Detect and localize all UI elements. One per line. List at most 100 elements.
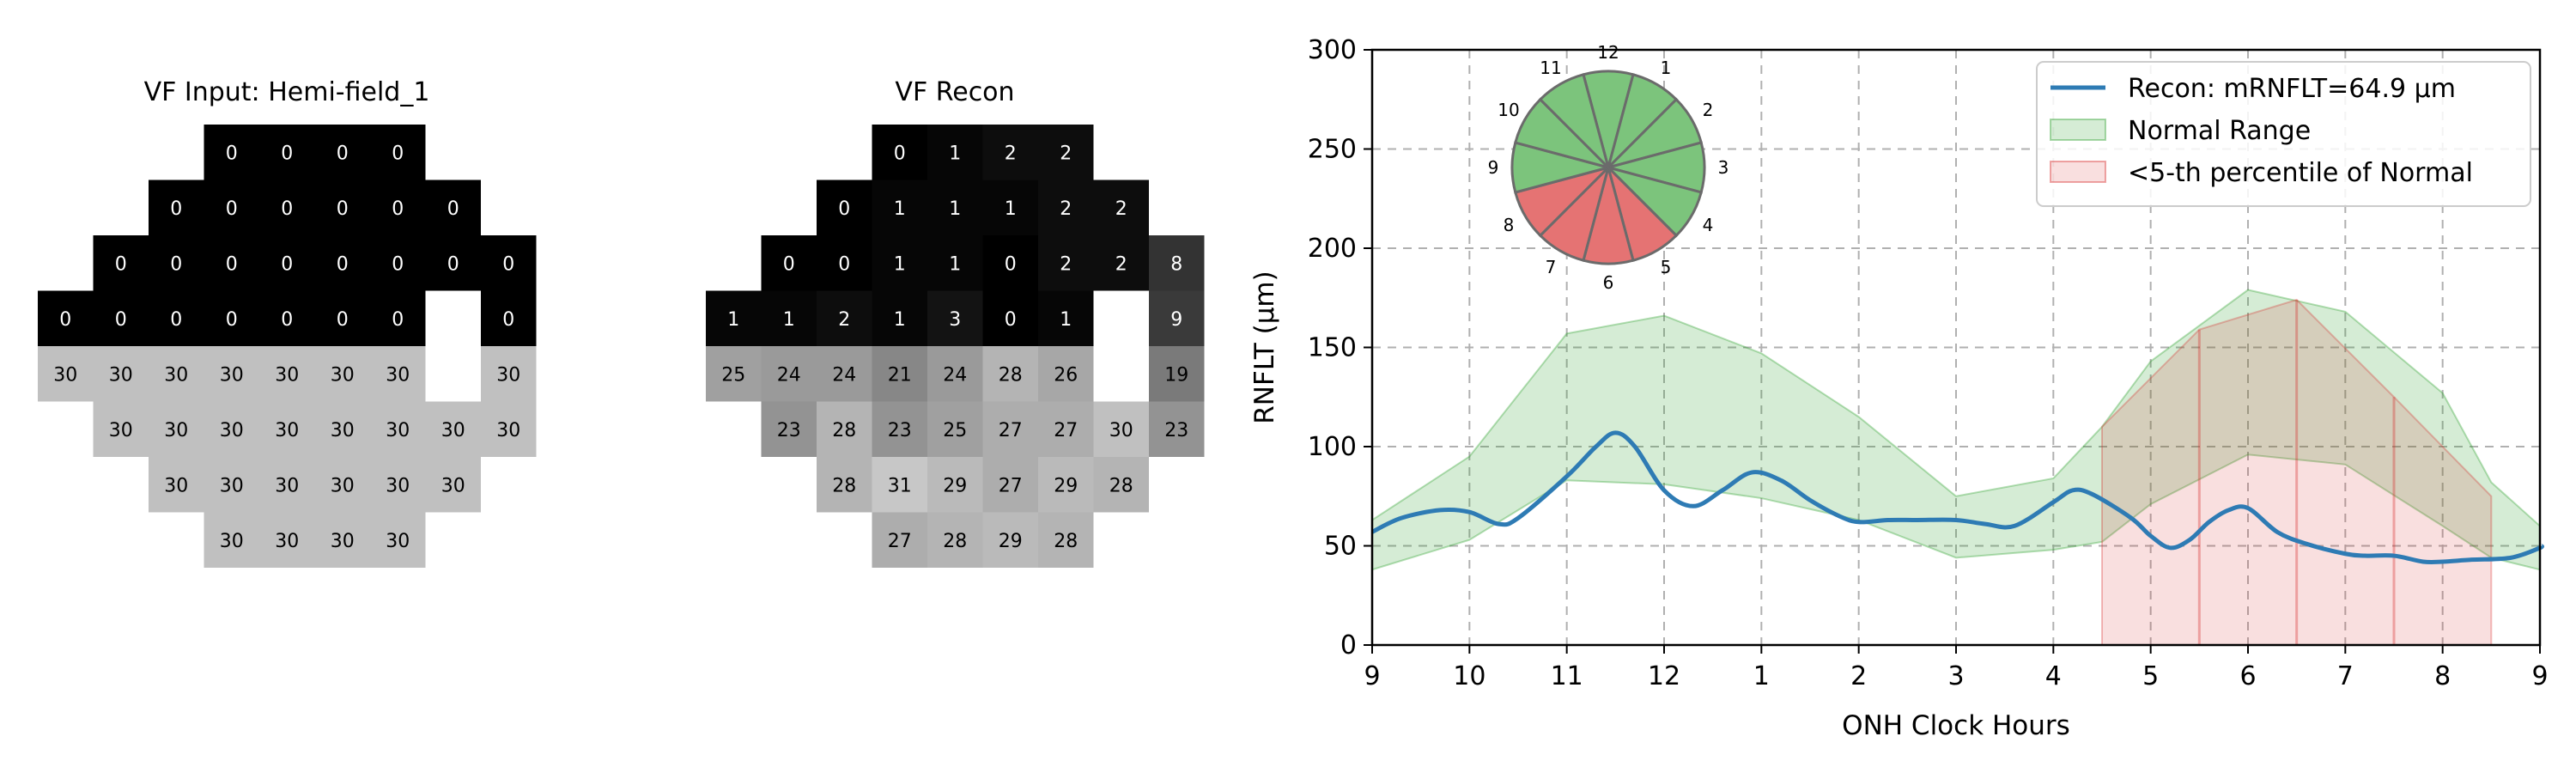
- vf-cell-value: 30: [275, 364, 299, 386]
- vf-cell: [259, 125, 315, 180]
- legend: Recon: mRNFLT=64.9 μm Normal Range <5-th p…: [2036, 61, 2531, 207]
- legend-swatch: [2050, 119, 2106, 141]
- vf-cell-value: 1: [1005, 198, 1017, 220]
- vf-cell-value: 30: [386, 420, 410, 441]
- vf-cell-value: 0: [226, 143, 238, 164]
- vf-cell-value: 28: [832, 475, 856, 496]
- vf-cell: [481, 401, 537, 457]
- vf-cell: [370, 346, 426, 402]
- y-tick-label: 0: [1340, 630, 1357, 660]
- vf-cell-value: 28: [832, 420, 856, 441]
- clock-sector: [1513, 97, 1613, 170]
- clock-sector: [1513, 165, 1613, 238]
- vf-input-grid: 0 0 0 0 0 0 0 0 0 0 0 0 0 0 0 0 0 0 0 0 0 0 0 0 0 0 30 30 30 30 30 30 30…: [38, 125, 537, 568]
- vf-cell-value: 2: [1005, 143, 1017, 164]
- clock-label: 1: [1661, 58, 1672, 78]
- x-tick-label: 8: [2434, 661, 2451, 691]
- vf-cell: [872, 180, 927, 235]
- vf-cell-value: 0: [170, 198, 182, 220]
- vf-cell: [259, 512, 315, 568]
- y-tick-label: 100: [1308, 432, 1357, 462]
- vf-cell-value: 27: [888, 531, 912, 552]
- vf-cell-value: 1: [727, 309, 739, 331]
- vf-cell-value: 0: [226, 309, 238, 331]
- vf-cell: [982, 235, 1038, 291]
- vf-cell: [1149, 401, 1205, 457]
- clock-sector: [1582, 162, 1635, 265]
- vf-cell-value: 1: [783, 309, 795, 331]
- vf-cell-value: 0: [115, 253, 127, 275]
- vf-cell: [817, 346, 872, 402]
- vf-cell-value: 30: [331, 420, 355, 441]
- y-tick-label: 250: [1308, 135, 1357, 165]
- vf-cell-value: 1: [1060, 309, 1072, 331]
- legend-box: [2036, 61, 2531, 207]
- clock-label: 11: [1540, 58, 1561, 78]
- vf-cell: [872, 290, 927, 346]
- vf-cell: [706, 290, 762, 346]
- vf-cell-value: 30: [275, 475, 299, 496]
- vf-cell: [1038, 512, 1094, 568]
- vf-cell-value: 0: [783, 253, 795, 275]
- vf-cell: [982, 512, 1038, 568]
- vf-cell: [927, 180, 983, 235]
- vf-cell-value: 30: [220, 420, 244, 441]
- vf-cell: [314, 235, 370, 291]
- x-tick-label: 7: [2337, 661, 2354, 691]
- vf-cell-value: 27: [999, 420, 1023, 441]
- vf-cell: [761, 290, 817, 346]
- x-tick-label: 4: [2045, 661, 2062, 691]
- vf-cell-value: 0: [337, 143, 349, 164]
- legend-label: <5-th percentile of Normal: [2128, 158, 2473, 188]
- normal-range-band: [1371, 289, 2541, 571]
- clock-label: 5: [1661, 257, 1672, 277]
- vf-cell-value: 1: [949, 253, 961, 275]
- y-tick-label: 300: [1308, 35, 1357, 65]
- vf-cell: [1038, 125, 1094, 180]
- vf-cell: [259, 235, 315, 291]
- vf-cell-value: 0: [170, 253, 182, 275]
- vf-cell: [259, 457, 315, 513]
- vf-cell: [38, 346, 94, 402]
- vf-cell-value: 0: [392, 198, 404, 220]
- vf-cell-value: 0: [894, 143, 906, 164]
- vf-cell: [370, 180, 426, 235]
- clock-sector: [1582, 70, 1635, 173]
- vf-cell: [817, 401, 872, 457]
- vf-cell: [370, 401, 426, 457]
- vf-cell: [872, 346, 927, 402]
- vf-cell-value: 30: [331, 475, 355, 496]
- vf-cell: [314, 125, 370, 180]
- vf-cell: [872, 235, 927, 291]
- vf-cell: [872, 125, 927, 180]
- vf-cell: [1038, 401, 1094, 457]
- vf-cell: [314, 401, 370, 457]
- vf-cell: [1093, 235, 1149, 291]
- x-tick-label: 2: [1850, 661, 1867, 691]
- y-tick-label: 150: [1308, 333, 1357, 363]
- vf-cell-value: 0: [59, 309, 71, 331]
- vf-cell: [204, 180, 259, 235]
- vf-cell: [314, 457, 370, 513]
- vf-cell: [1149, 290, 1205, 346]
- vf-cell-value: 25: [721, 364, 745, 386]
- vf-cell-value: 0: [447, 253, 459, 275]
- vf-cell: [370, 290, 426, 346]
- vf-cell-value: 19: [1164, 364, 1188, 386]
- vf-cell-value: 30: [220, 531, 244, 552]
- vf-cell: [425, 180, 481, 235]
- vf-cell-value: 26: [1054, 364, 1078, 386]
- vf-cell: [204, 401, 259, 457]
- vf-cell-value: 28: [1054, 531, 1078, 552]
- vf-cell: [370, 125, 426, 180]
- vf-cell: [1093, 401, 1149, 457]
- vf-cell: [149, 346, 204, 402]
- vf-cell-value: 24: [777, 364, 801, 386]
- vf-cell: [370, 512, 426, 568]
- vf-cell: [927, 125, 983, 180]
- clock-label: 3: [1718, 157, 1729, 178]
- vf-cell: [370, 235, 426, 291]
- vf-cell: [149, 290, 204, 346]
- vf-cell-value: 29: [1054, 475, 1078, 496]
- vf-cell-value: 0: [115, 309, 127, 331]
